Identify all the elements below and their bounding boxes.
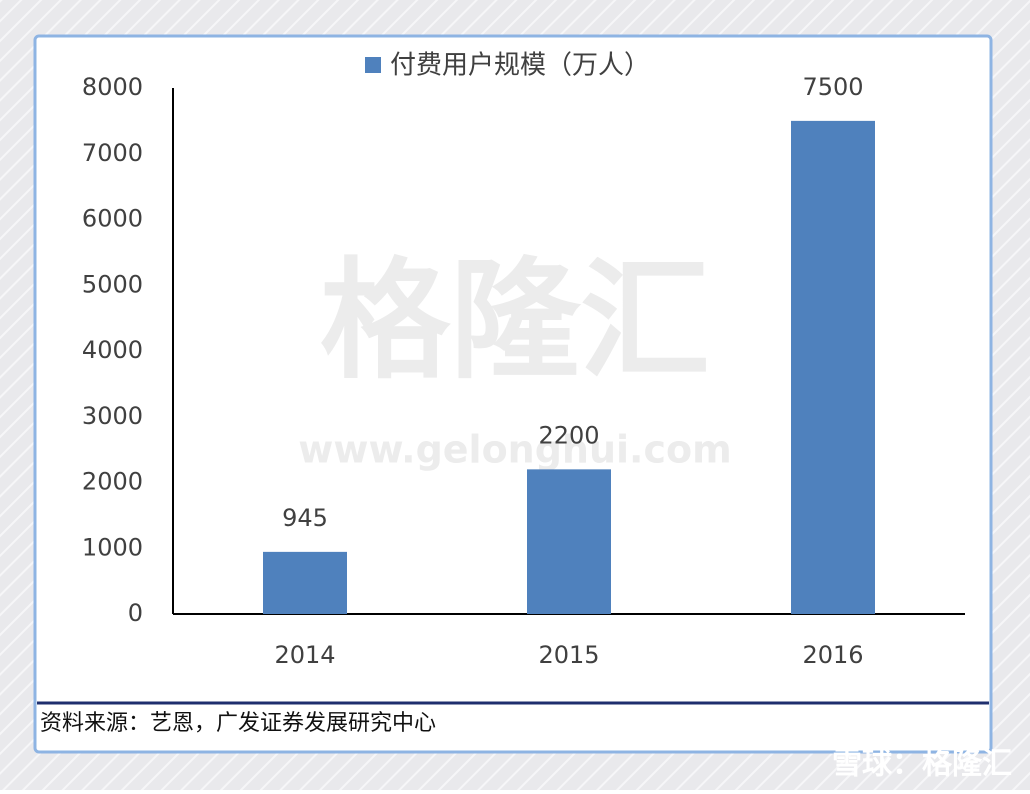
- x-tick-label: 2014: [274, 641, 335, 669]
- y-tick-label: 2000: [82, 468, 143, 496]
- watermark-url: www.gelonghui.com: [298, 428, 731, 472]
- y-tick-label: 4000: [82, 336, 143, 364]
- bar: [527, 469, 611, 614]
- y-tick-label: 5000: [82, 270, 143, 298]
- y-tick-label: 0: [128, 599, 143, 627]
- data-label: 7500: [802, 73, 863, 101]
- data-label: 945: [282, 504, 328, 532]
- data-label: 2200: [538, 421, 599, 449]
- legend-swatch: [365, 57, 381, 73]
- x-tick-label: 2015: [538, 641, 599, 669]
- y-tick-label: 8000: [82, 73, 143, 101]
- bar: [791, 120, 875, 614]
- source: 资料来源：艺恩，广发证券发展研究中心: [40, 711, 436, 736]
- x-tick-label: 2016: [802, 641, 863, 669]
- watermark-logo: 格隆汇: [320, 245, 710, 397]
- y-tick-label: 1000: [82, 533, 143, 561]
- legend-label: 付费用户规模（万人）: [390, 51, 650, 81]
- y-tick-label: 7000: [82, 139, 143, 167]
- corner-watermark: 雪球：格隆汇: [832, 747, 1012, 782]
- y-tick-label: 6000: [82, 205, 143, 233]
- y-tick-label: 3000: [82, 402, 143, 430]
- bar: [263, 551, 347, 614]
